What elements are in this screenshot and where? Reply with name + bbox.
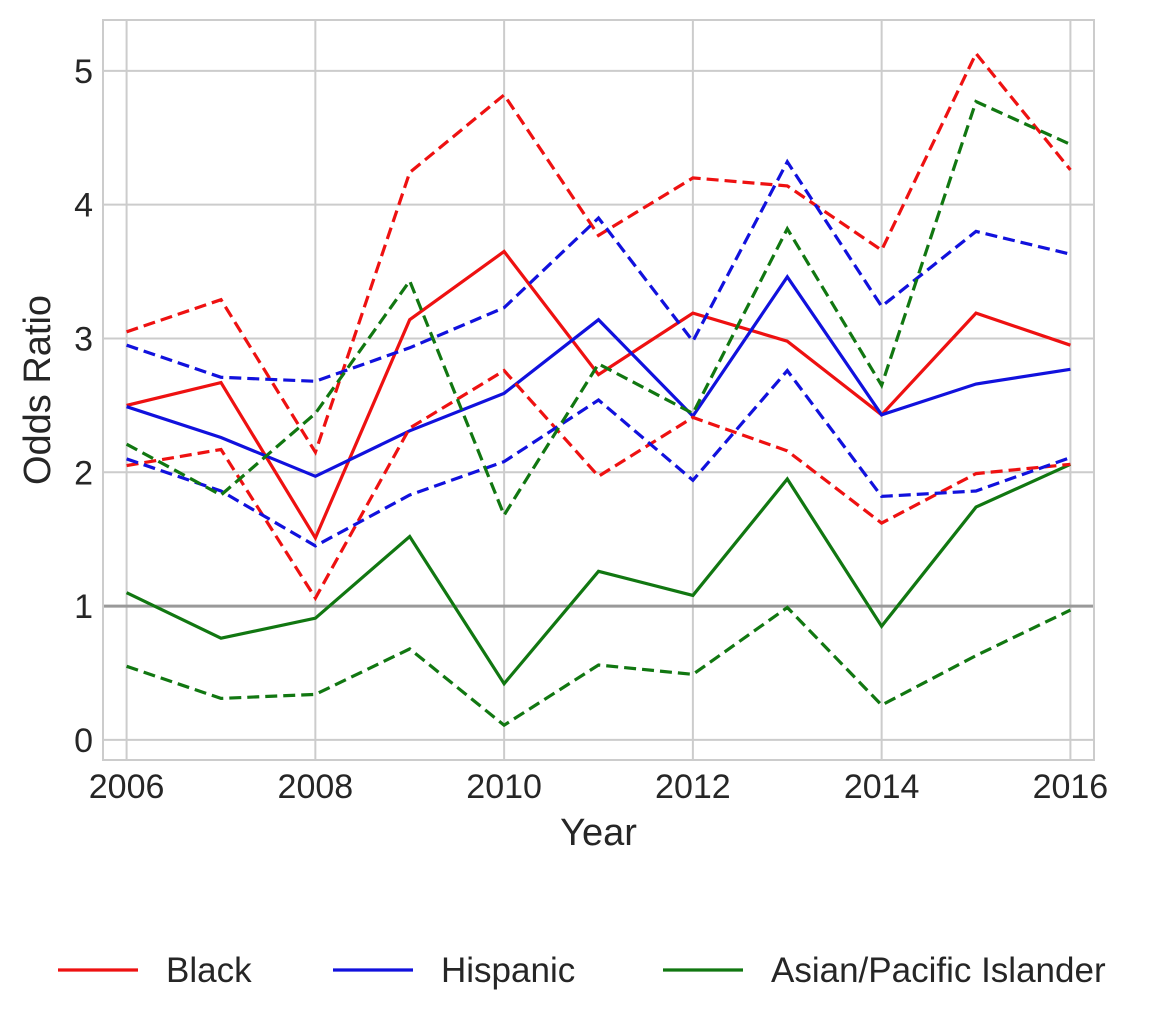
y-tick-label: 3 [74,320,93,358]
y-tick-label: 0 [74,722,93,760]
x-tick-label: 2010 [466,768,542,806]
legend-label: Asian/Pacific Islander [771,951,1106,990]
confidence-bound-dashed-line [126,605,1072,728]
y-axis-label: Odds Ratio [17,295,59,485]
legend: Black Hispanic Asian/Pacific Islander [58,951,1106,990]
x-tick-label: 2016 [1033,768,1109,806]
x-tick-label: 2014 [844,768,920,806]
confidence-bound-dashed-line [126,368,1071,602]
legend-label: Hispanic [441,951,575,990]
asian-pacific-islander-solid-line [125,462,1072,687]
y-tick-label: 2 [74,454,93,492]
black-solid-line [126,249,1071,542]
x-tick-labels: 2006 2008 2010 2012 2014 2016 [89,768,1108,806]
y-tick-label: 5 [74,53,93,91]
series-lines [125,50,1072,728]
legend-label: Black [166,951,252,990]
grid-lines [103,20,1094,760]
y-tick-label: 1 [74,588,93,626]
confidence-bound-dashed-line [126,158,1071,383]
confidence-bound-dashed-line [126,50,1072,456]
confidence-bound-dashed-line [126,368,1071,548]
hispanic-solid-line [126,274,1071,479]
x-axis-label: Year [560,812,637,854]
plot-frame [102,19,1095,761]
y-tick-labels: 0 1 2 3 4 5 [74,53,93,760]
x-tick-label: 2008 [278,768,354,806]
confidence-bound-dashed-line [125,99,1072,519]
x-tick-label: 2006 [89,768,165,806]
y-tick-label: 4 [74,187,93,225]
x-tick-label: 2012 [655,768,731,806]
